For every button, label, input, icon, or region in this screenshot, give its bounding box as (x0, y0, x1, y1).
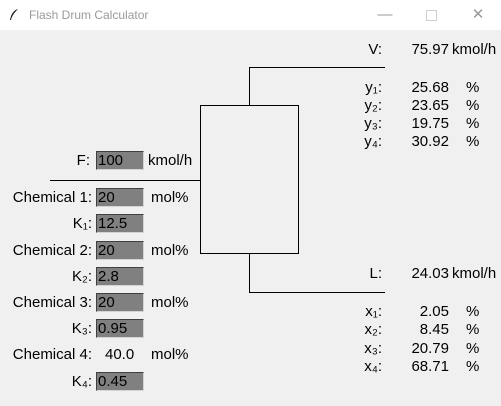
k2-input[interactable]: 2.8 (96, 267, 144, 286)
x3-value: 20.79 (411, 340, 449, 357)
chemical-2-label: Chemical 2: (12, 242, 92, 259)
x1-unit: % (466, 303, 480, 320)
vapor-flow-value: 75.97 (411, 41, 449, 58)
minimize-button[interactable]: — (377, 6, 393, 23)
x3-label: x₃: (364, 340, 382, 357)
x4-label: x₄: (364, 358, 382, 375)
k4-input[interactable]: 0.45 (96, 372, 144, 391)
k4-label: K₄: (71, 373, 92, 390)
liquid-line-horizontal (249, 292, 385, 293)
chemical-4-composition: 40.0 (105, 346, 135, 363)
x3-unit: % (466, 340, 480, 357)
x2-label: x₂: (364, 321, 383, 338)
vapor-line-vertical (249, 67, 250, 105)
vapor-line-horizontal (249, 67, 385, 68)
k3-label: K₃: (71, 320, 92, 337)
chemical-1-unit: mol% (151, 189, 189, 206)
liquid-flow-value: 24.03 (411, 265, 449, 282)
chemical-2-composition-input[interactable]: 20 (96, 241, 144, 260)
chemical-4-unit: mol% (151, 346, 189, 363)
chemical-1-composition-input[interactable]: 20 (96, 188, 144, 207)
y1-label: y₁: (365, 79, 382, 96)
y2-unit: % (466, 97, 480, 114)
feather-icon (10, 9, 18, 20)
y4-label: y₄: (364, 133, 382, 150)
chemical-4-label: Chemical 4: (12, 346, 92, 363)
chemical-3-composition-input[interactable]: 20 (96, 293, 144, 312)
feed-input[interactable]: 100 (96, 151, 144, 170)
x1-value: 2.05 (419, 303, 449, 320)
close-button[interactable]: ✕ (471, 6, 485, 23)
k1-input[interactable]: 12.5 (96, 214, 144, 233)
chemical-3-label: Chemical 3: (12, 294, 92, 311)
title-bar: Flash Drum Calculator — ✕ (0, 0, 501, 30)
y4-unit: % (466, 133, 480, 150)
vapor-flow-label: V: (368, 41, 382, 58)
y1-value: 25.68 (411, 79, 449, 96)
feed-label: F: (76, 152, 90, 169)
k2-label: K₂: (72, 268, 92, 285)
x2-value: 8.45 (419, 321, 449, 338)
y1-unit: % (466, 79, 480, 96)
flash-drum (200, 105, 299, 254)
y3-label: y₃: (364, 115, 382, 132)
y3-value: 19.75 (411, 115, 449, 132)
x1-label: x₁: (365, 303, 382, 320)
feed-line (50, 180, 200, 181)
feed-unit: kmol/h (148, 152, 193, 169)
k3-input[interactable]: 0.95 (96, 319, 144, 338)
chemical-3-unit: mol% (151, 294, 189, 311)
liquid-flow-unit: kmol/h (452, 265, 497, 282)
x4-unit: % (466, 358, 480, 375)
k1-label: K₁: (72, 215, 92, 232)
y4-value: 30.92 (411, 133, 449, 150)
liquid-line-vertical (249, 254, 250, 293)
vapor-flow-unit: kmol/h (452, 41, 497, 58)
liquid-flow-label: L: (369, 265, 382, 282)
window-title: Flash Drum Calculator (29, 8, 149, 22)
chemical-2-unit: mol% (151, 242, 189, 259)
y2-value: 23.65 (411, 97, 449, 114)
chemical-1-label: Chemical 1: (12, 189, 92, 206)
maximize-button[interactable] (408, 0, 454, 30)
x2-unit: % (466, 321, 480, 338)
y3-unit: % (466, 115, 480, 132)
x4-value: 68.71 (411, 358, 449, 375)
y2-label: y₂: (364, 97, 383, 114)
